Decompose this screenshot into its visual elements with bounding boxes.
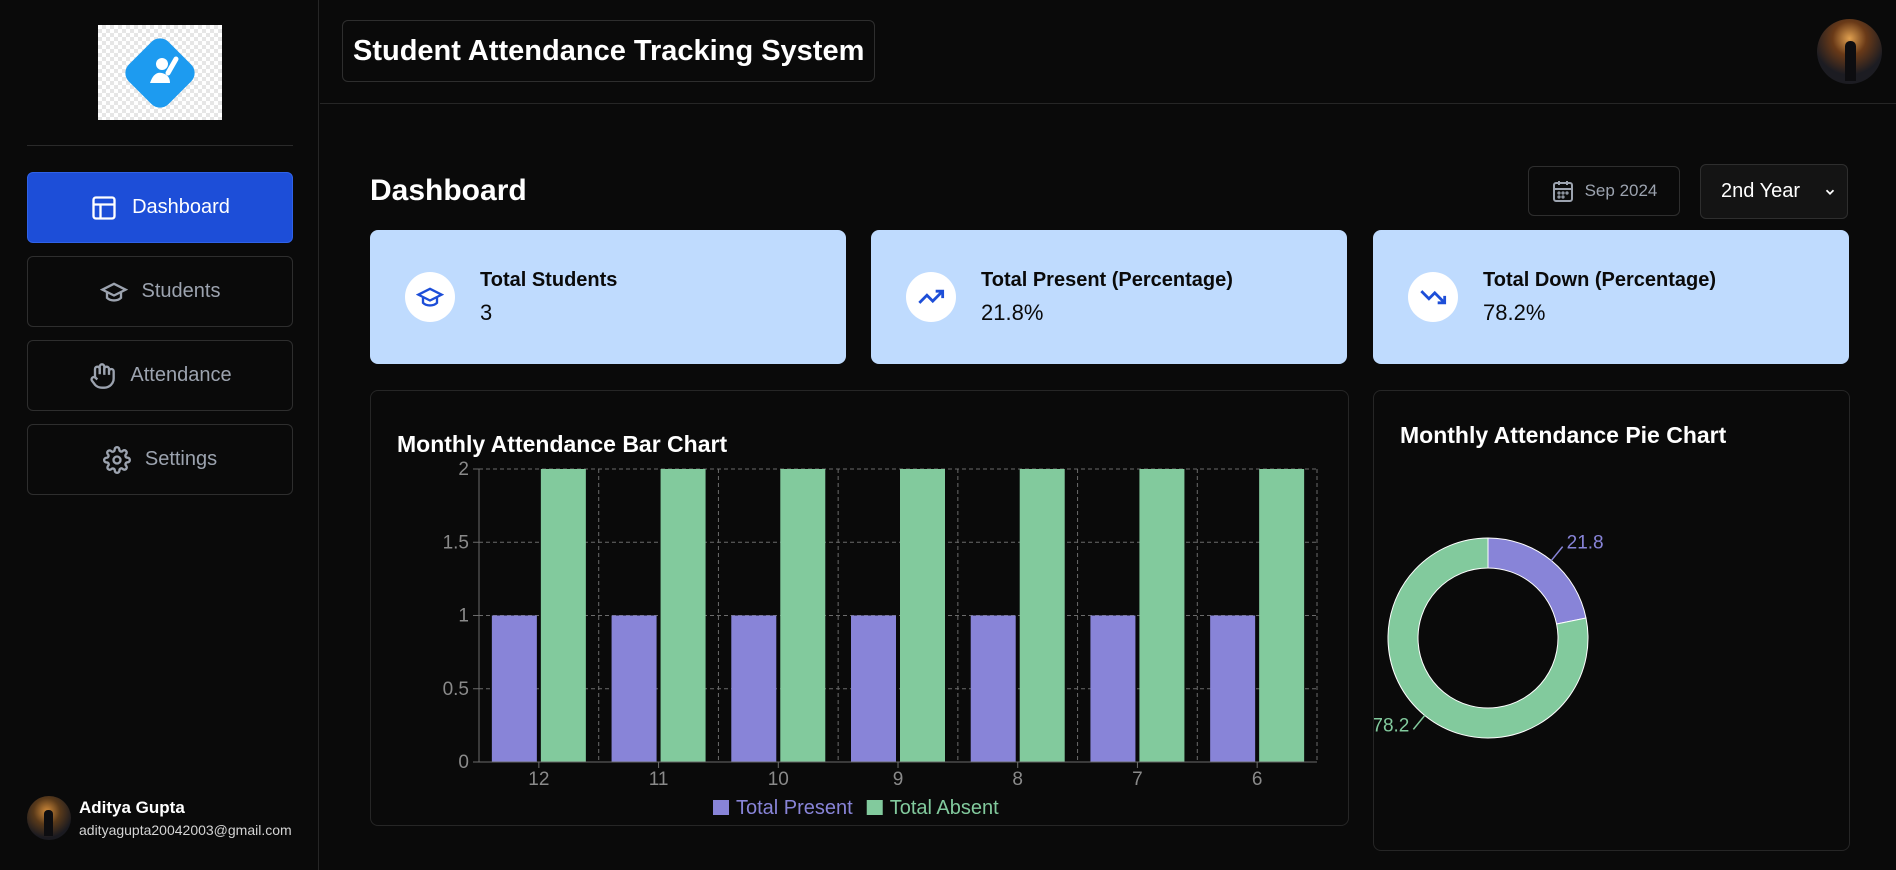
user-name: Aditya Gupta xyxy=(79,798,185,817)
legend-label: Total Present xyxy=(736,797,853,819)
bar-present xyxy=(970,615,1016,762)
sidebar-item-dashboard[interactable]: Dashboard xyxy=(27,172,293,243)
sidebar-item-label: Students xyxy=(141,280,221,302)
stat-card-total-students: Total Students 3 xyxy=(370,230,846,364)
bar-chart-card: Monthly Attendance Bar Chart 0 0.5 1 1.5 2 12… xyxy=(370,390,1349,826)
stat-label: Total Present (Percentage) xyxy=(981,268,1233,291)
bar-absent xyxy=(660,469,706,762)
bar-present xyxy=(1090,615,1136,762)
stat-value: 78.2% xyxy=(1483,299,1546,325)
sidebar-item-settings[interactable]: Settings xyxy=(27,424,293,495)
month-picker-label: Sep 2024 xyxy=(1584,181,1658,200)
stat-card-total-present: Total Present (Percentage) 21.8% xyxy=(871,230,1347,364)
pie-slice xyxy=(1387,537,1589,739)
pie-label-line xyxy=(1412,714,1426,730)
stat-value: 3 xyxy=(480,299,493,325)
month-picker-button[interactable]: Sep 2024 xyxy=(1528,166,1680,216)
x-tick-label: 11 xyxy=(649,769,669,790)
grade-select[interactable]: 2nd Year xyxy=(1700,164,1848,219)
bar-absent xyxy=(1259,469,1305,762)
bar-present xyxy=(611,615,657,762)
bar-chart-title: Monthly Attendance Bar Chart xyxy=(397,431,728,457)
bar-present xyxy=(851,615,896,762)
bar-chart: 0 0.5 1 1.5 2 12 11 10 9 8 7 6 Total Present Total Ab… xyxy=(443,459,1318,819)
user-profile[interactable]: Aditya Gupta adityagupta20042003@gmail.c… xyxy=(27,796,292,840)
y-tick-label: 0 xyxy=(458,752,469,773)
pie-chart-title: Monthly Attendance Pie Chart xyxy=(1400,422,1727,448)
bar-absent xyxy=(1139,469,1185,762)
bar-present xyxy=(491,615,537,762)
page-title: Dashboard xyxy=(370,174,527,207)
avatar xyxy=(27,796,71,840)
layout-icon xyxy=(92,195,116,220)
graduation-cap-icon xyxy=(416,287,444,307)
stat-icon xyxy=(405,272,455,322)
logo-icon xyxy=(125,37,195,108)
sidebar-divider xyxy=(27,145,293,146)
gear-icon xyxy=(102,445,131,474)
sidebar-item-students[interactable]: Students xyxy=(27,256,293,327)
pie-chart-card: Monthly Attendance Pie Chart 21.8 78.2 xyxy=(1373,390,1850,851)
stat-label: Total Down (Percentage) xyxy=(1483,268,1716,291)
legend-label: Total Absent xyxy=(890,797,999,819)
sidebar-item-label: Attendance xyxy=(130,364,232,386)
graduation-cap-icon xyxy=(99,282,128,302)
chevron-down-icon xyxy=(1825,189,1835,195)
sidebar: Dashboard Students Attendance Settings A… xyxy=(0,0,319,870)
trending-down-icon xyxy=(1420,290,1447,305)
x-tick-label: 12 xyxy=(528,769,549,790)
x-tick-label: 10 xyxy=(768,769,789,790)
bar-absent xyxy=(900,469,945,762)
pie-chart: 21.8 78.2 xyxy=(1374,533,1604,739)
bar-absent xyxy=(780,469,826,762)
bar-absent xyxy=(1019,469,1065,762)
calendar-icon xyxy=(1552,181,1573,202)
stat-label: Total Students xyxy=(480,268,618,291)
hand-icon xyxy=(90,362,116,389)
bar-absent xyxy=(540,469,586,762)
x-tick-label: 7 xyxy=(1132,769,1143,790)
pie-label-line xyxy=(1550,546,1564,562)
bar-present xyxy=(1210,615,1256,762)
trending-up-icon xyxy=(918,289,945,304)
pie-label: 21.8 xyxy=(1567,533,1604,554)
header-avatar[interactable] xyxy=(1817,19,1882,84)
y-tick-label: 0.5 xyxy=(443,679,469,700)
y-tick-label: 2 xyxy=(458,459,469,480)
top-header: Student Attendance Tracking System xyxy=(320,0,1896,104)
legend-swatch xyxy=(866,800,883,815)
x-tick-label: 6 xyxy=(1252,769,1263,790)
x-tick-label: 8 xyxy=(1012,769,1023,790)
sidebar-item-attendance[interactable]: Attendance xyxy=(27,340,293,411)
x-tick-label: 9 xyxy=(893,769,904,790)
y-tick-label: 1.5 xyxy=(443,532,469,553)
bar-present xyxy=(731,615,777,762)
user-email: adityagupta20042003@gmail.com xyxy=(79,822,292,838)
app-logo[interactable] xyxy=(98,25,222,120)
y-tick-label: 1 xyxy=(458,606,469,627)
legend-swatch xyxy=(713,800,729,815)
stat-icon xyxy=(906,272,956,322)
app-title: Student Attendance Tracking System xyxy=(342,20,876,82)
stat-icon xyxy=(1408,272,1458,322)
sidebar-item-label: Settings xyxy=(144,448,218,470)
pie-label: 78.2 xyxy=(1374,715,1409,736)
stat-card-total-down: Total Down (Percentage) 78.2% xyxy=(1373,230,1849,364)
sidebar-item-label: Dashboard xyxy=(132,196,230,218)
stat-value: 21.8% xyxy=(981,299,1044,325)
grade-select-value: 2nd Year xyxy=(1721,180,1800,202)
